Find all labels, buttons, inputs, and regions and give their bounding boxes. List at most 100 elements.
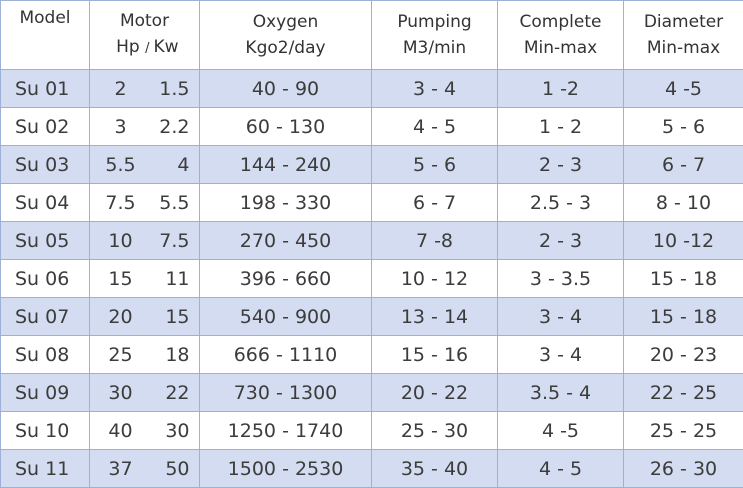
complete-cell: 3 - 4 — [498, 336, 624, 374]
header-complete: Complete Min-max — [498, 1, 624, 70]
kw-value: 50 — [142, 458, 190, 480]
header-complete-label: Complete — [498, 9, 623, 35]
diameter-cell: 15 - 18 — [624, 298, 743, 336]
model-cell: Su 01 — [1, 70, 90, 108]
pumping-cell: 6 - 7 — [372, 184, 498, 222]
header-pumping-unit: M3/min — [372, 35, 497, 61]
complete-cell: 3.5 - 4 — [498, 374, 624, 412]
oxygen-cell: 730 - 1300 — [200, 374, 372, 412]
oxygen-cell: 1250 - 1740 — [200, 412, 372, 450]
diameter-cell: 10 -12 — [624, 222, 743, 260]
pumping-cell: 3 - 4 — [372, 70, 498, 108]
header-pumping: Pumping M3/min — [372, 1, 498, 70]
hp-value: 10 — [100, 230, 142, 252]
oxygen-cell: 144 - 240 — [200, 146, 372, 184]
oxygen-cell: 666 - 1110 — [200, 336, 372, 374]
complete-cell: 1 - 2 — [498, 108, 624, 146]
oxygen-cell: 270 - 450 — [200, 222, 372, 260]
oxygen-cell: 198 - 330 — [200, 184, 372, 222]
header-motor-label: Motor — [90, 8, 199, 34]
pumping-cell: 7 -8 — [372, 222, 498, 260]
kw-value: 11 — [142, 268, 190, 290]
header-model: Model — [1, 1, 90, 70]
hp-value: 3 — [100, 116, 142, 138]
header-oxygen-unit: Kgo2/day — [200, 35, 371, 61]
header-motor-units: Hp /Kw — [90, 34, 199, 62]
kw-value: 4 — [142, 154, 190, 176]
hp-value: 30 — [100, 382, 142, 404]
complete-cell: 3 - 4 — [498, 298, 624, 336]
kw-value: 2.2 — [142, 116, 190, 138]
model-cell: Su 04 — [1, 184, 90, 222]
pumping-cell: 5 - 6 — [372, 146, 498, 184]
header-row: Model Motor Hp /Kw Oxygen Kgo2/day Pumpi… — [1, 1, 743, 70]
complete-cell: 2.5 - 3 — [498, 184, 624, 222]
diameter-cell: 6 - 7 — [624, 146, 743, 184]
pumping-cell: 20 - 22 — [372, 374, 498, 412]
kw-value: 5.5 — [142, 192, 190, 214]
kw-value: 18 — [142, 344, 190, 366]
diameter-cell: 22 - 25 — [624, 374, 743, 412]
header-diameter-label: Diameter — [624, 9, 743, 35]
diameter-cell: 25 - 25 — [624, 412, 743, 450]
oxygen-cell: 40 - 90 — [200, 70, 372, 108]
model-cell: Su 06 — [1, 260, 90, 298]
model-cell: Su 10 — [1, 412, 90, 450]
model-cell: Su 11 — [1, 450, 90, 488]
oxygen-cell: 1500 - 2530 — [200, 450, 372, 488]
complete-cell: 3 - 3.5 — [498, 260, 624, 298]
pumping-cell: 4 - 5 — [372, 108, 498, 146]
header-model-label: Model — [19, 8, 70, 28]
diameter-cell: 20 - 23 — [624, 336, 743, 374]
pumping-cell: 15 - 16 — [372, 336, 498, 374]
oxygen-cell: 540 - 900 — [200, 298, 372, 336]
hp-value: 37 — [100, 458, 142, 480]
oxygen-cell: 396 - 660 — [200, 260, 372, 298]
hp-value: 5.5 — [100, 154, 142, 176]
complete-cell: 4 -5 — [498, 412, 624, 450]
diameter-cell: 8 - 10 — [624, 184, 743, 222]
header-diameter-unit: Min-max — [624, 35, 743, 61]
oxygen-cell: 60 - 130 — [200, 108, 372, 146]
hp-value: 40 — [100, 420, 142, 442]
diameter-cell: 26 - 30 — [624, 450, 743, 488]
header-pumping-label: Pumping — [372, 9, 497, 35]
model-cell: Su 03 — [1, 146, 90, 184]
model-cell: Su 02 — [1, 108, 90, 146]
header-diameter: Diameter Min-max — [624, 1, 743, 70]
pumping-cell: 25 - 30 — [372, 412, 498, 450]
pumping-cell: 35 - 40 — [372, 450, 498, 488]
header-motor: Motor Hp /Kw — [90, 1, 200, 70]
kw-value: 30 — [142, 420, 190, 442]
complete-cell: 4 - 5 — [498, 450, 624, 488]
complete-cell: 2 - 3 — [498, 146, 624, 184]
model-cell: Su 07 — [1, 298, 90, 336]
header-oxygen: Oxygen Kgo2/day — [200, 1, 372, 70]
kw-value: 15 — [142, 306, 190, 328]
header-hp-label: Hp — [116, 37, 140, 57]
hp-value: 15 — [100, 268, 142, 290]
pumping-cell: 10 - 12 — [372, 260, 498, 298]
complete-cell: 2 - 3 — [498, 222, 624, 260]
kw-value: 7.5 — [142, 230, 190, 252]
hp-value: 7.5 — [100, 192, 142, 214]
header-oxygen-label: Oxygen — [200, 9, 371, 35]
hp-value: 2 — [100, 78, 142, 100]
